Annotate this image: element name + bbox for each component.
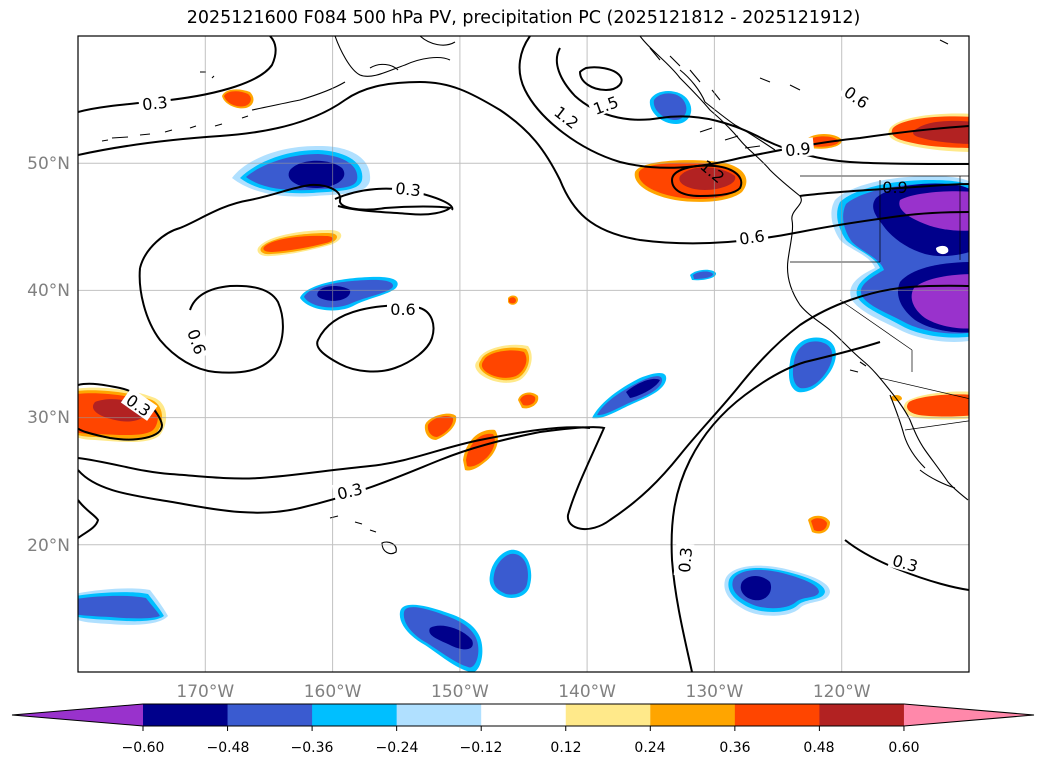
political-borders — [790, 175, 969, 431]
lon-tick-label: 160°W — [304, 682, 362, 702]
colorbar-tick-label: −0.24 — [376, 740, 419, 756]
colorbar-ticks: −0.60 −0.48 −0.36 −0.24 −0.12 0.12 0.24 … — [122, 740, 920, 756]
colorbar-swatch — [396, 704, 482, 726]
lon-tick-label: 150°W — [431, 682, 489, 702]
colorbar-swatch — [819, 704, 905, 726]
colorbar: −0.60 −0.48 −0.36 −0.24 −0.12 0.12 0.24 … — [11, 703, 1035, 756]
contour-label: 0.6 — [738, 226, 766, 248]
colorbar-swatch — [12, 704, 143, 726]
precipitation-shading — [78, 89, 969, 672]
lat-axis-labels: 50°N 40°N 30°N 20°N — [27, 154, 70, 556]
colorbar-swatch — [143, 704, 229, 726]
map-area: 0.3 0.3 0.3 0.3 0.3 0.3 0.6 0.6 0.6 0.6 … — [78, 36, 969, 672]
contour-label: 0.3 — [141, 93, 168, 115]
colorbar-tick-label: 0.12 — [550, 740, 581, 756]
map-title: 2025121600 F084 500 hPa PV, precipitatio… — [186, 8, 861, 28]
colorbar-swatch — [734, 704, 820, 726]
colorbar-swatch — [312, 704, 398, 726]
lat-tick-label: 40°N — [27, 281, 70, 301]
colorbar-swatch — [650, 704, 736, 726]
lat-tick-label: 50°N — [27, 154, 70, 174]
colorbar-swatch — [227, 704, 313, 726]
lon-tick-label: 120°W — [813, 682, 871, 702]
contour-label: 0.6 — [390, 300, 415, 319]
lat-tick-label: 30°N — [27, 408, 70, 428]
hawaii-islands — [329, 515, 397, 555]
colorbar-tick-label: −0.36 — [291, 740, 334, 756]
pv-contours — [78, 36, 969, 672]
colorbar-swatches — [11, 703, 1035, 731]
contour-label: 0.3 — [394, 179, 421, 201]
contour-label: 0.9 — [882, 178, 907, 197]
colorbar-tick-label: −0.60 — [122, 740, 165, 756]
colorbar-tick-label: 0.48 — [803, 740, 834, 756]
colorbar-swatch — [565, 704, 651, 726]
colorbar-tick-label: 0.24 — [634, 740, 665, 756]
lon-axis-labels: 170°W 160°W 150°W 140°W 130°W 120°W — [176, 682, 870, 702]
colorbar-tick-label: −0.12 — [460, 740, 503, 756]
gridlines — [78, 36, 969, 672]
lon-tick-label: 140°W — [558, 682, 616, 702]
colorbar-tick-label: −0.48 — [207, 740, 250, 756]
contour-label: 0.9 — [784, 139, 811, 161]
colorbar-tick-label: 0.60 — [888, 740, 919, 756]
colorbar-tick-label: 0.36 — [719, 740, 750, 756]
map-frame — [77, 35, 970, 673]
lon-tick-label: 130°W — [686, 682, 744, 702]
lat-tick-label: 20°N — [27, 536, 70, 556]
lon-tick-label: 170°W — [176, 682, 234, 702]
colorbar-swatch — [903, 704, 1034, 726]
contour-label: 0.3 — [675, 546, 696, 573]
colorbar-swatch — [481, 704, 567, 726]
